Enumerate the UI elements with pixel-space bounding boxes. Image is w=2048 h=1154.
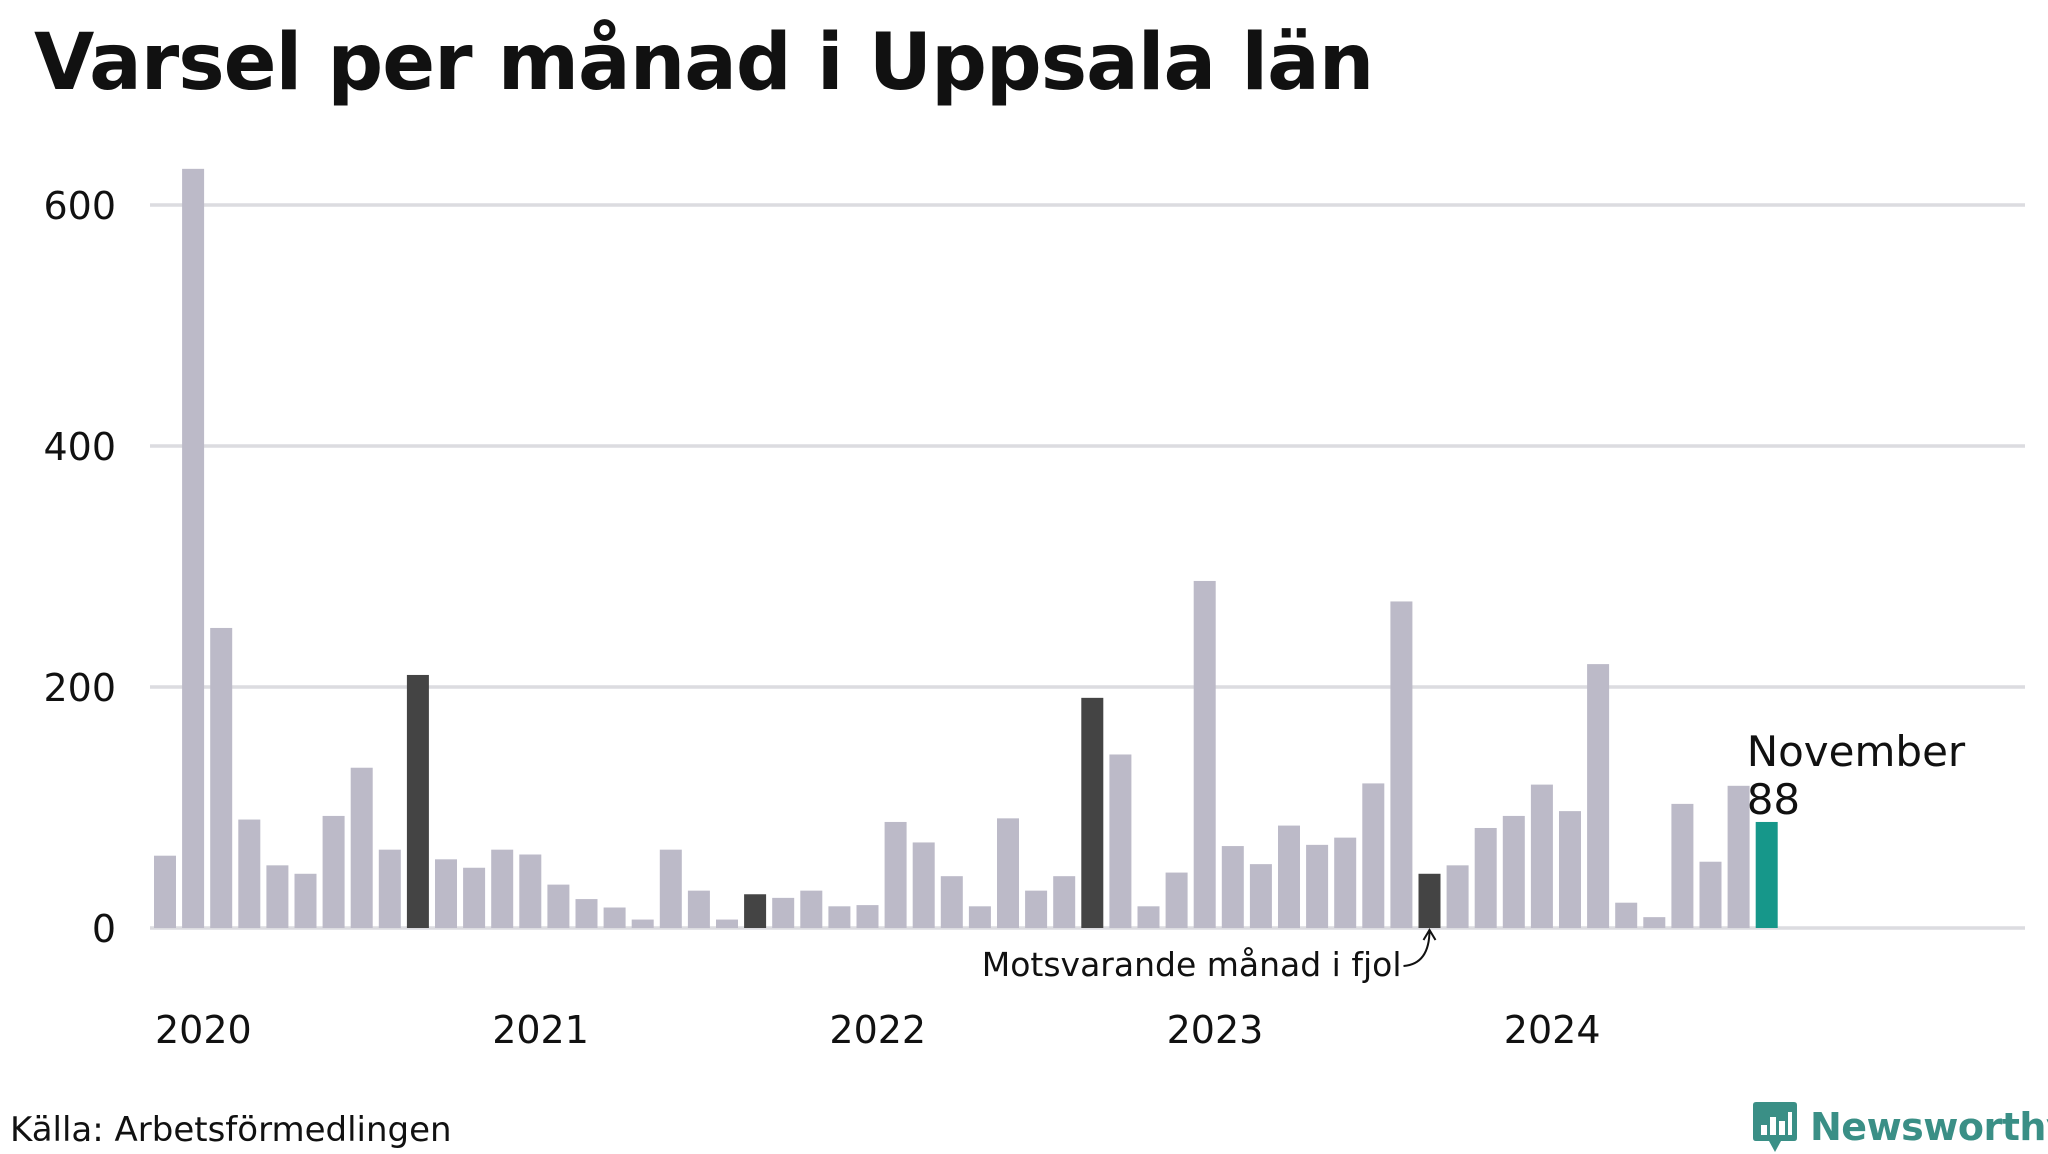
bar <box>1699 861 1722 928</box>
annotation-arrowhead <box>1422 928 1437 941</box>
bar <box>463 867 486 928</box>
bar <box>1306 844 1329 928</box>
bar <box>519 854 542 928</box>
x-axis-year-labels: 2020 2021 2022 2023 2024 <box>155 1008 1601 1052</box>
bar <box>266 865 289 928</box>
y-tick-label: 600 <box>43 184 116 228</box>
bar <box>1474 827 1497 928</box>
x-tick-label: 2020 <box>155 1008 252 1052</box>
source-note: Källa: Arbetsförmedlingen <box>10 1110 452 1150</box>
bar-chart-bubble-icon <box>1753 1102 1797 1152</box>
bar <box>716 919 738 928</box>
bar <box>1530 784 1553 928</box>
bar <box>1165 872 1188 928</box>
bar <box>631 919 654 928</box>
bar <box>800 890 823 928</box>
bar <box>968 906 991 928</box>
bar <box>1559 811 1581 928</box>
bar <box>884 821 907 928</box>
bar <box>1390 601 1413 928</box>
bar <box>1193 580 1216 928</box>
x-tick-label: 2024 <box>1504 1008 1601 1052</box>
bar <box>1081 697 1104 928</box>
bar-chart: 0 200 400 600 2020 2021 2022 2023 2024 November… <box>43 168 2025 1052</box>
bar <box>435 859 457 928</box>
bar <box>350 767 373 928</box>
bar <box>1362 783 1385 928</box>
bars <box>154 168 1778 929</box>
bar <box>154 855 176 928</box>
bar <box>1502 815 1525 928</box>
bar <box>1755 821 1778 928</box>
bar <box>1025 890 1048 928</box>
chart-title: Varsel per månad i Uppsala län <box>34 18 1374 108</box>
bar <box>1109 754 1132 928</box>
bar <box>1727 785 1750 928</box>
x-tick-label: 2022 <box>829 1008 926 1052</box>
bar <box>912 842 935 928</box>
bar <box>1446 865 1469 928</box>
bar <box>1221 846 1244 928</box>
bar <box>1587 664 1610 928</box>
bar <box>1334 837 1357 928</box>
bar <box>687 890 710 928</box>
bar <box>1249 864 1272 928</box>
y-tick-label: 400 <box>43 425 116 469</box>
current-month-label: November <box>1747 727 1966 776</box>
annotations: November 88 Motsvarande månad i fjol <box>982 727 1966 984</box>
bar <box>856 905 879 928</box>
annotation-arrow <box>1403 929 1431 967</box>
bar <box>182 168 205 929</box>
bar <box>378 849 401 928</box>
bar <box>406 674 429 928</box>
bar <box>1053 876 1076 928</box>
bar <box>659 849 682 928</box>
x-tick-label: 2023 <box>1167 1008 1264 1052</box>
bar <box>828 906 851 928</box>
bar <box>1418 873 1441 928</box>
x-tick-label: 2021 <box>492 1008 589 1052</box>
bar <box>238 819 261 928</box>
bar <box>491 849 514 928</box>
y-tick-label: 200 <box>43 666 116 710</box>
bar <box>1643 917 1666 928</box>
bar <box>603 907 626 928</box>
y-axis-ticks: 0 200 400 600 <box>43 184 116 951</box>
bar <box>547 884 570 928</box>
bar <box>294 873 317 928</box>
logo-text: Newsworthy <box>1810 1105 2048 1149</box>
bar <box>210 627 233 928</box>
bar <box>322 815 345 928</box>
bar <box>772 897 795 928</box>
bar <box>1137 906 1160 928</box>
current-value-label: 88 <box>1747 775 1800 824</box>
bar <box>1615 902 1638 928</box>
bar <box>997 818 1019 928</box>
same-month-annotation: Motsvarande månad i fjol <box>982 945 1402 984</box>
bar <box>1671 803 1694 928</box>
bar <box>940 876 963 928</box>
bar <box>1278 825 1300 928</box>
bar <box>575 899 598 928</box>
newsworthy-logo: Newsworthy <box>1752 1100 2048 1154</box>
y-tick-label: 0 <box>92 907 116 951</box>
bar <box>744 894 767 928</box>
